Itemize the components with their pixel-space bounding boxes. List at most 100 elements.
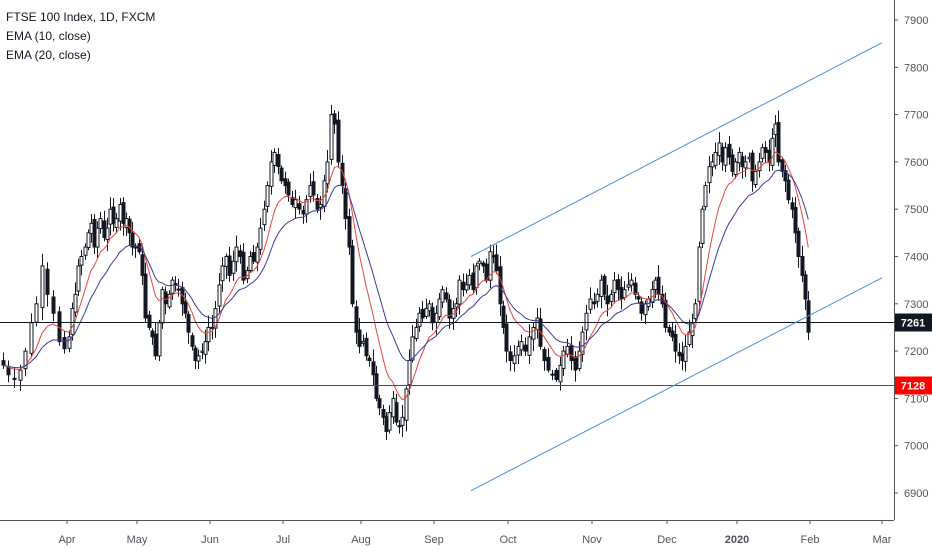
candle-body [494,254,499,272]
candle-body [67,336,72,349]
candle-body [504,323,509,352]
x-tick-label: Apr [58,534,75,546]
candle-body [272,151,277,166]
candle-body [639,301,644,314]
candle-body [612,279,617,294]
candle-body [790,202,795,210]
candle-body [133,246,138,249]
candle-body [262,208,267,226]
candle-body [220,265,225,282]
candle-body [633,282,638,295]
candle-body [186,313,191,333]
candle-body [371,361,376,376]
candle-body [595,293,600,302]
candle-body [697,246,702,302]
x-tick-label: Sep [424,534,444,546]
candle-body [213,308,218,329]
candle-body [554,370,559,380]
candle-body [508,351,513,362]
candle-body [693,303,698,320]
candle-body [558,364,563,383]
candle-body [609,293,614,303]
candle-body [763,147,768,153]
candle-body [437,298,442,318]
candle-body [40,265,45,309]
channel-trend-line [470,42,883,257]
candle-body [163,291,168,305]
y-tick-label: 7800 [904,62,928,74]
candle-body [420,308,425,319]
candle-body [340,162,345,187]
candle-body [153,333,158,357]
candle-body [111,206,116,224]
candle-body [673,333,678,352]
candle-body [700,208,705,244]
candle-body [488,251,493,281]
candle-body [86,232,91,248]
candle-body [255,246,260,263]
candle-body [293,199,298,209]
candle-body [430,307,435,324]
candle-body [190,335,195,347]
candle-body [663,299,668,328]
y-tick-label: 7900 [904,15,928,27]
candle-body [394,402,399,423]
candle-body [79,256,84,266]
candle-body [703,185,708,208]
candle-body [387,412,392,431]
ema-line-10 [2,151,809,401]
candle-body [176,288,181,291]
candle-body [444,292,449,300]
candle-body [786,179,791,201]
candle-body [143,273,148,319]
candle-body [467,274,472,286]
candle-body [70,308,75,336]
candle-body [707,166,712,184]
candle-body [584,312,589,331]
candle-body [753,170,758,185]
candle-body [332,113,337,125]
candle-body [713,151,718,166]
candle-body [304,199,309,215]
ema-line-20 [2,169,809,369]
candle-body [343,188,348,220]
candle-body [1,360,6,366]
candle-body [629,279,634,286]
candle-body [336,119,341,163]
candle-body [203,341,208,355]
candle-body [329,114,334,160]
candle-body [523,344,528,352]
candle-body [683,345,688,362]
candle-body [227,255,232,276]
candle-body [231,260,236,274]
candle-body [407,360,412,386]
candle-body [783,170,788,182]
candle-body [616,279,621,291]
x-tick-label: Jun [201,534,219,546]
candle-body [796,230,801,258]
candle-body [62,337,67,350]
candle-body [196,355,201,362]
candle-body [347,216,352,248]
y-tick-label: 6900 [904,488,928,500]
candle-body [241,251,246,281]
candle-body [367,357,372,362]
candle-body [440,289,445,303]
x-tick-label: Aug [351,534,371,546]
candle-body [424,308,429,317]
candle-body [29,322,34,354]
price-label-box [895,376,932,395]
candle-body [45,268,50,295]
candle-body [800,255,805,276]
price-label-7128: 7128 [901,381,925,393]
y-tick-label: 7300 [904,299,928,311]
candle-body [501,305,506,328]
candle-body [656,276,661,295]
candle-body [269,161,274,187]
candle-body [251,252,256,262]
candle-body [531,326,536,340]
y-tick-label: 7400 [904,252,928,264]
channel-trend-line [470,277,883,492]
candle-body [605,295,610,305]
candle-body [626,284,631,288]
